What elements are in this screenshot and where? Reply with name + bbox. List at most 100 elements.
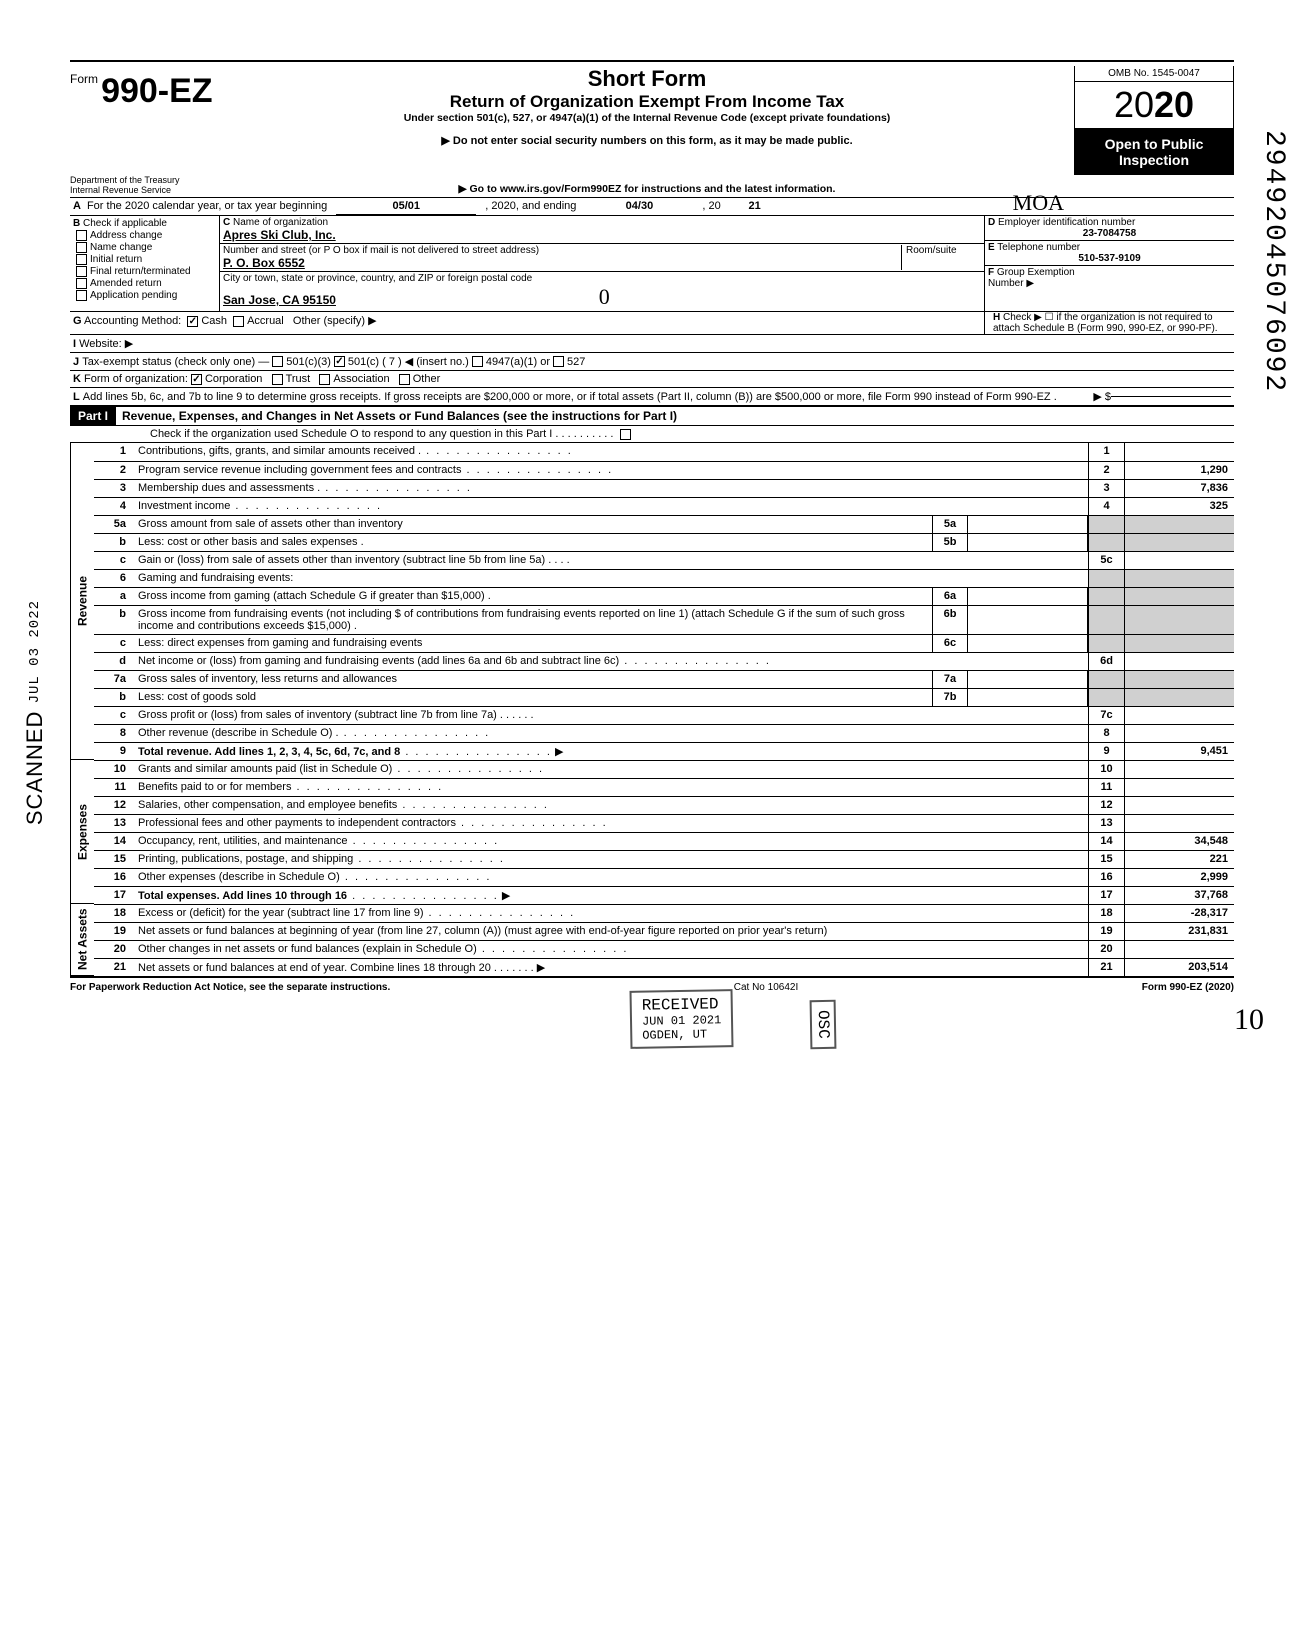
line-7b-midbox: 7b xyxy=(932,689,968,706)
chk-final-return[interactable]: Final return/terminated xyxy=(73,266,216,277)
chk-amended-return[interactable]: Amended return xyxy=(73,278,216,289)
line-2-val[interactable]: 1,290 xyxy=(1124,462,1234,479)
chk-501c3[interactable] xyxy=(272,356,283,367)
chk-name-change[interactable]: Name change xyxy=(73,242,216,253)
row-a-text: For the 2020 calendar year, or tax year … xyxy=(84,198,330,215)
line-13-val[interactable] xyxy=(1124,815,1234,832)
line-14-num: 14 xyxy=(94,833,134,850)
year-bold: 20 xyxy=(1154,84,1194,125)
line-12-val[interactable] xyxy=(1124,797,1234,814)
line-5a-midval[interactable] xyxy=(968,516,1088,533)
chk-accrual[interactable] xyxy=(233,316,244,327)
org-name[interactable]: Apres Ski Club, Inc. xyxy=(223,228,336,242)
col-f-label: F xyxy=(988,267,994,278)
lines-table: Revenue 1 Contributions, gifts, grants, … xyxy=(70,443,1234,977)
line-12: 12 Salaries, other compensation, and emp… xyxy=(94,796,1234,814)
chk-527[interactable] xyxy=(553,356,564,367)
line-19-val[interactable]: 231,831 xyxy=(1124,923,1234,940)
line-5c-val[interactable] xyxy=(1124,552,1234,569)
line-7b-shade1 xyxy=(1088,689,1124,706)
line-16-val[interactable]: 2,999 xyxy=(1124,869,1234,886)
line-6c-shade1 xyxy=(1088,635,1124,652)
line-11-box: 11 xyxy=(1088,779,1124,796)
lbl-name-change: Name change xyxy=(90,242,152,253)
line-3: 3 Membership dues and assessments . 3 7,… xyxy=(94,479,1234,497)
line-1-val[interactable] xyxy=(1124,443,1234,461)
line-7b: b Less: cost of goods sold 7b xyxy=(94,688,1234,706)
line-4-val[interactable]: 325 xyxy=(1124,498,1234,515)
line-7b-midval[interactable] xyxy=(968,689,1088,706)
line-10-val[interactable] xyxy=(1124,761,1234,778)
line-6: 6 Gaming and fundraising events: xyxy=(94,569,1234,587)
chk-corporation[interactable]: ✓ xyxy=(191,374,202,385)
line-9-val[interactable]: 9,451 xyxy=(1124,743,1234,760)
line-6c-midval[interactable] xyxy=(968,635,1088,652)
line-15-box: 15 xyxy=(1088,851,1124,868)
chk-initial-return[interactable]: Initial return xyxy=(73,254,216,265)
lbl-initial-return: Initial return xyxy=(90,254,142,265)
line-13-desc: Professional fees and other payments to … xyxy=(134,815,1088,832)
chk-other-org[interactable] xyxy=(399,374,410,385)
lbl-application-pending: Application pending xyxy=(90,290,177,301)
open-public-1: Open to Public xyxy=(1075,136,1233,152)
line-11-val[interactable] xyxy=(1124,779,1234,796)
line-10-desc: Grants and similar amounts paid (list in… xyxy=(134,761,1088,778)
line-21-val[interactable]: 203,514 xyxy=(1124,959,1234,976)
line-19-box: 19 xyxy=(1088,923,1124,940)
line-10-box: 10 xyxy=(1088,761,1124,778)
line-15-val[interactable]: 221 xyxy=(1124,851,1234,868)
line-14-val[interactable]: 34,548 xyxy=(1124,833,1234,850)
row-a-year-prefix: , 20 xyxy=(699,198,723,215)
chk-trust[interactable] xyxy=(272,374,283,385)
received-stamp: RECEIVED JUN 01 2021 OGDEN, UT xyxy=(630,989,734,1049)
org-address[interactable]: P. O. Box 6552 xyxy=(223,256,305,270)
part-1-title: Revenue, Expenses, and Changes in Net As… xyxy=(116,407,1234,425)
line-20: 20 Other changes in net assets or fund b… xyxy=(94,940,1234,958)
chk-schedule-o[interactable] xyxy=(620,429,631,440)
line-17-val[interactable]: 37,768 xyxy=(1124,887,1234,904)
line-6a-midval[interactable] xyxy=(968,588,1088,605)
vlabel-net-assets: Net Assets xyxy=(70,904,94,976)
line-18-val[interactable]: -28,317 xyxy=(1124,905,1234,922)
line-6d-val[interactable] xyxy=(1124,653,1234,670)
line-8-val[interactable] xyxy=(1124,725,1234,742)
line-7c-val[interactable] xyxy=(1124,707,1234,724)
chk-application-pending[interactable]: Application pending xyxy=(73,290,216,301)
chk-cash[interactable]: ✓ xyxy=(187,316,198,327)
tax-year-begin[interactable]: 05/01 xyxy=(336,198,476,215)
osc-stamp: OSC xyxy=(810,1000,837,1049)
line-6c-shade2 xyxy=(1124,635,1234,652)
form-header: Form 990-EZ Short Form Return of Organiz… xyxy=(70,60,1234,175)
line-3-val[interactable]: 7,836 xyxy=(1124,480,1234,497)
line-17: 17 Total expenses. Add lines 10 through … xyxy=(94,886,1234,904)
line-17-desc: Total expenses. Add lines 10 through 16 … xyxy=(134,887,1088,904)
chk-association[interactable] xyxy=(319,374,330,385)
block-bcdef: B Check if applicable Address change Nam… xyxy=(70,216,1234,312)
omb-number: OMB No. 1545-0047 xyxy=(1074,66,1234,82)
chk-address-change[interactable]: Address change xyxy=(73,230,216,241)
chk-4947[interactable] xyxy=(472,356,483,367)
line-7a-midval[interactable] xyxy=(968,671,1088,688)
line-8-num: 8 xyxy=(94,725,134,742)
ein-value[interactable]: 23-7084758 xyxy=(988,228,1231,239)
line-1-desc: Contributions, gifts, grants, and simila… xyxy=(134,443,1088,461)
arrow-website: ▶ Go to www.irs.gov/Form990EZ for instru… xyxy=(220,183,1074,195)
tax-year-end-month[interactable]: 04/30 xyxy=(579,198,699,215)
gross-receipts-field[interactable] xyxy=(1111,396,1231,397)
line-5b-midval[interactable] xyxy=(968,534,1088,551)
line-8-box: 8 xyxy=(1088,725,1124,742)
stamp-ogden: OGDEN, UT xyxy=(642,1027,721,1042)
line-2-box: 2 xyxy=(1088,462,1124,479)
phone-value[interactable]: 510-537-9109 xyxy=(988,253,1231,264)
line-11: 11 Benefits paid to or for members 11 xyxy=(94,778,1234,796)
tax-year-end-year[interactable]: 21 xyxy=(724,198,764,215)
chk-501c[interactable]: ✓ xyxy=(334,356,345,367)
row-h: H Check ▶ ☐ if the organization is not r… xyxy=(984,312,1234,334)
org-city[interactable]: San Jose, CA 95150 xyxy=(223,293,336,307)
row-l-text: Add lines 5b, 6c, and 7b to line 9 to de… xyxy=(83,391,1094,403)
line-1: 1 Contributions, gifts, grants, and simi… xyxy=(94,443,1234,461)
line-6b-midval[interactable] xyxy=(968,606,1088,634)
line-20-val[interactable] xyxy=(1124,941,1234,958)
line-15-num: 15 xyxy=(94,851,134,868)
cell-group-exemption: F Group Exemption Number ▶ xyxy=(985,266,1234,290)
